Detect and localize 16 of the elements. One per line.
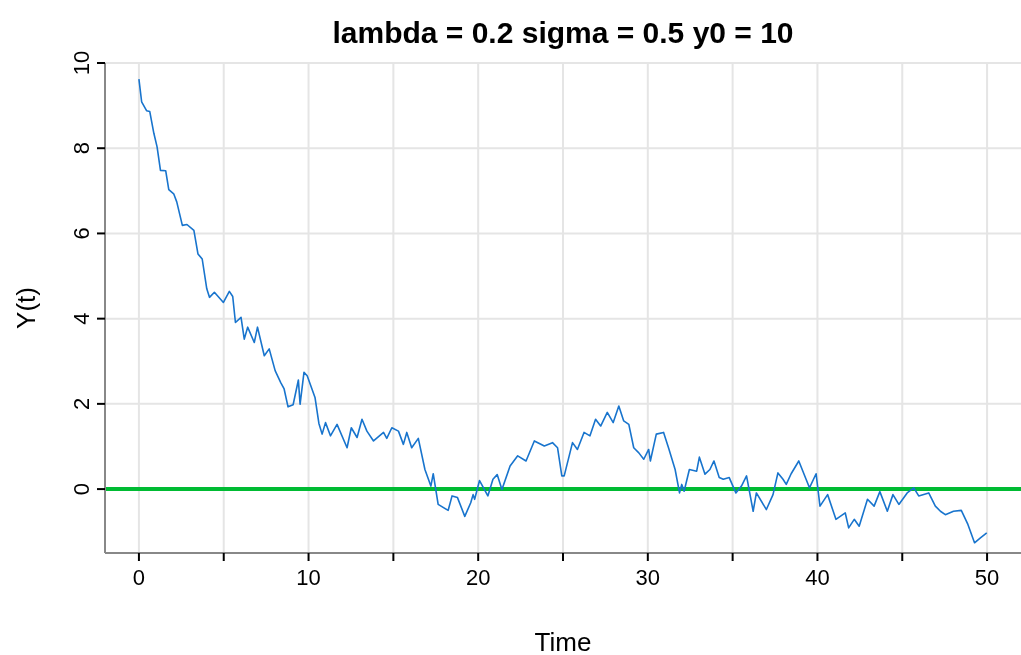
x-tick-label: 30 — [635, 564, 661, 590]
y-axis-title: Y(t) — [11, 287, 42, 329]
y-tick-label: 2 — [69, 397, 94, 410]
line-series — [138, 78, 988, 544]
chart-title: lambda = 0.2 sigma = 0.5 y0 = 10 — [331, 16, 795, 50]
y-tick-label: 4 — [69, 312, 94, 325]
x-tick-label: 20 — [465, 564, 491, 590]
x-tick-label: 40 — [805, 564, 830, 590]
y-tick-label: 6 — [69, 227, 94, 240]
x-tick-label: 10 — [296, 564, 321, 590]
y-tick-label: 8 — [69, 142, 94, 155]
x-axis-title: Time — [534, 627, 592, 655]
x-tick-label: 50 — [974, 564, 1000, 590]
y-tick-label: 10 — [69, 50, 94, 76]
y-tick-label: 0 — [69, 482, 94, 496]
x-tick-label: 0 — [132, 564, 146, 590]
